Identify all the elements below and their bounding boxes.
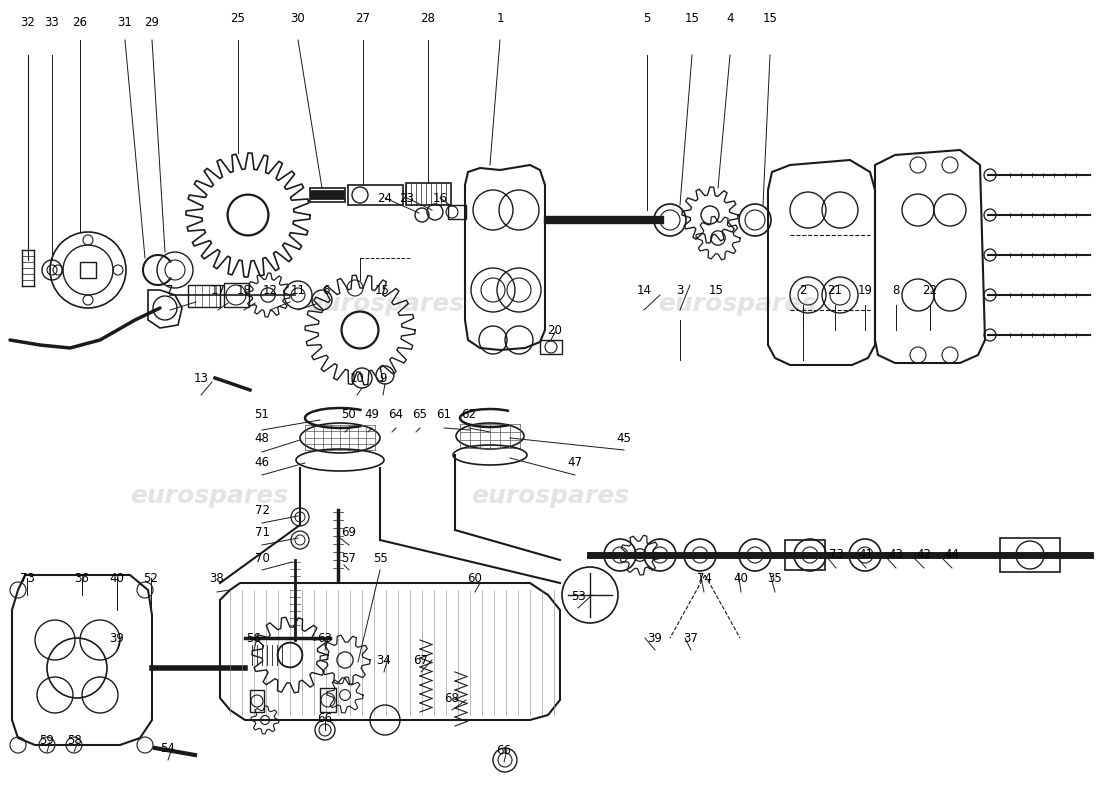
Text: eurospares: eurospares <box>130 484 288 508</box>
Text: 71: 71 <box>254 526 270 538</box>
Text: 16: 16 <box>432 191 448 205</box>
Text: 13: 13 <box>194 371 208 385</box>
Text: 41: 41 <box>858 549 873 562</box>
Text: 59: 59 <box>40 734 54 746</box>
Text: 69: 69 <box>341 526 356 538</box>
Text: 24: 24 <box>377 191 393 205</box>
Text: 43: 43 <box>889 549 903 562</box>
Text: 22: 22 <box>923 283 937 297</box>
Text: 42: 42 <box>916 549 932 562</box>
Text: 19: 19 <box>858 283 872 297</box>
Text: 68: 68 <box>444 691 460 705</box>
Text: 61: 61 <box>437 409 451 422</box>
Text: 46: 46 <box>254 455 270 469</box>
Text: 36: 36 <box>75 571 89 585</box>
Text: 7: 7 <box>166 283 174 297</box>
Text: 62: 62 <box>462 409 476 422</box>
Text: 21: 21 <box>827 283 843 297</box>
Bar <box>406 183 451 205</box>
Bar <box>80 262 96 278</box>
Text: 56: 56 <box>246 631 262 645</box>
Text: 44: 44 <box>945 549 959 562</box>
Text: 55: 55 <box>373 551 387 565</box>
Text: eurospares: eurospares <box>306 292 464 316</box>
Text: 15: 15 <box>708 283 724 297</box>
Text: 8: 8 <box>892 283 900 297</box>
Text: 3: 3 <box>676 283 684 297</box>
Text: 11: 11 <box>290 283 306 297</box>
Text: 72: 72 <box>254 503 270 517</box>
Text: 35: 35 <box>768 571 782 585</box>
Text: 2: 2 <box>800 283 806 297</box>
Text: 58: 58 <box>67 734 81 746</box>
Bar <box>540 340 562 354</box>
Text: 39: 39 <box>648 631 662 645</box>
Bar <box>224 283 249 307</box>
Text: 66: 66 <box>496 743 512 757</box>
Text: 14: 14 <box>637 283 651 297</box>
Text: 10: 10 <box>350 371 364 385</box>
Bar <box>348 185 403 205</box>
Text: 1: 1 <box>496 11 504 25</box>
Text: 15: 15 <box>684 11 700 25</box>
Text: 63: 63 <box>318 631 332 645</box>
Text: 34: 34 <box>376 654 392 666</box>
Text: 64: 64 <box>388 409 404 422</box>
Text: 31: 31 <box>118 15 132 29</box>
Text: 40: 40 <box>110 571 124 585</box>
Text: 40: 40 <box>734 571 748 585</box>
Text: 49: 49 <box>364 409 380 422</box>
Text: 28: 28 <box>420 11 436 25</box>
Text: 45: 45 <box>617 431 631 445</box>
Bar <box>188 285 220 307</box>
Bar <box>320 688 336 712</box>
Text: 70: 70 <box>254 551 270 565</box>
Text: 30: 30 <box>290 11 306 25</box>
Text: 26: 26 <box>73 15 88 29</box>
Text: 6: 6 <box>322 283 330 297</box>
Text: 53: 53 <box>571 590 585 602</box>
Bar <box>785 540 825 570</box>
Text: 37: 37 <box>683 631 698 645</box>
Text: 23: 23 <box>399 191 415 205</box>
Text: 50: 50 <box>342 409 356 422</box>
Text: 25: 25 <box>231 11 245 25</box>
Text: 32: 32 <box>21 15 35 29</box>
Bar <box>250 690 264 712</box>
Text: 38: 38 <box>210 571 224 585</box>
Text: 66: 66 <box>318 711 332 725</box>
Text: 54: 54 <box>161 742 175 754</box>
Text: 20: 20 <box>548 323 562 337</box>
Bar <box>310 188 345 202</box>
Text: 9: 9 <box>379 371 387 385</box>
Text: 5: 5 <box>644 11 651 25</box>
Text: 73: 73 <box>828 549 844 562</box>
Text: 60: 60 <box>468 571 483 585</box>
Text: 12: 12 <box>263 283 277 297</box>
Text: 51: 51 <box>254 409 270 422</box>
Text: eurospares: eurospares <box>658 292 816 316</box>
Bar <box>1000 538 1060 572</box>
Text: 15: 15 <box>762 11 778 25</box>
Text: 29: 29 <box>144 15 159 29</box>
Text: 74: 74 <box>696 571 712 585</box>
Text: 39: 39 <box>110 631 124 645</box>
Text: 47: 47 <box>568 455 583 469</box>
Text: 65: 65 <box>412 409 428 422</box>
Text: 48: 48 <box>254 431 270 445</box>
Text: 33: 33 <box>45 15 59 29</box>
Text: 52: 52 <box>144 571 158 585</box>
Text: 67: 67 <box>414 654 429 666</box>
Bar <box>448 205 466 219</box>
Text: 57: 57 <box>342 551 356 565</box>
Text: eurospares: eurospares <box>471 484 629 508</box>
Text: 27: 27 <box>355 11 371 25</box>
Text: 73: 73 <box>20 571 34 585</box>
Text: 15: 15 <box>375 283 389 297</box>
Text: 18: 18 <box>236 283 252 297</box>
Text: 4: 4 <box>726 11 734 25</box>
Text: 17: 17 <box>210 283 225 297</box>
